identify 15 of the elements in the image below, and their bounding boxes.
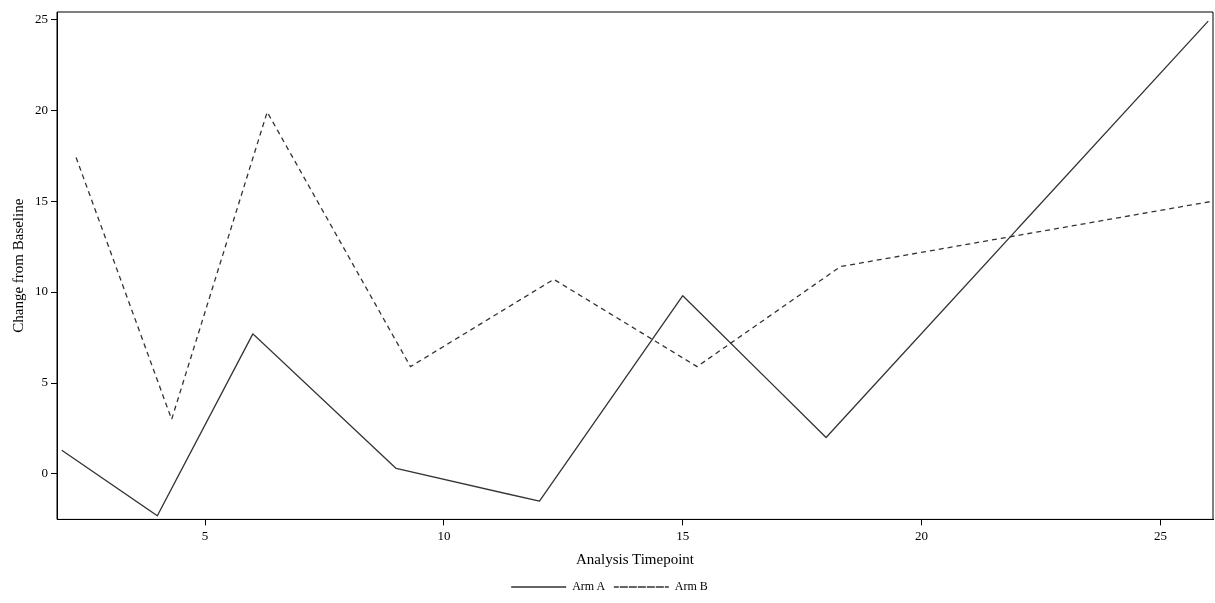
y-tick-label: 20 [35,101,48,117]
x-tick-label: 20 [915,527,929,543]
y-tick-label: 15 [35,192,48,208]
x-tick-label: 10 [437,527,451,543]
legend-label: Arm B [674,579,708,594]
y-tick-label: 0 [41,465,48,481]
y-tick-label: 10 [35,283,48,299]
y-axis-title: Change from Baseline [9,198,26,333]
x-tick-label: 15 [676,527,690,543]
legend-label: Arm A [572,579,606,594]
y-tick-label: 5 [41,374,48,390]
y-tick-label: 25 [35,10,48,26]
x-tick-label: 25 [1153,527,1167,543]
x-axis-title: Analysis Timepoint [576,550,695,567]
x-tick-label: 5 [201,527,209,543]
